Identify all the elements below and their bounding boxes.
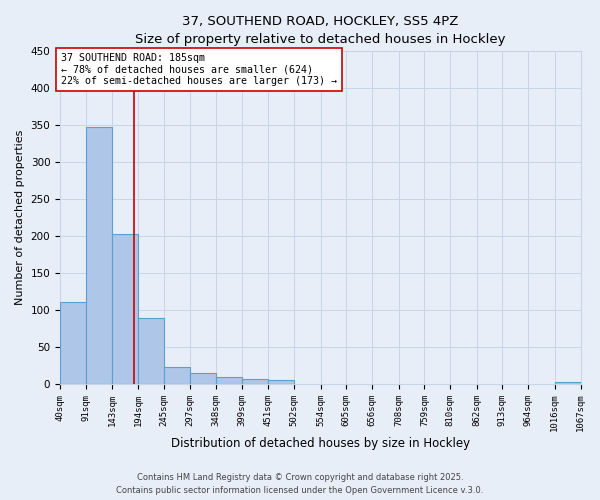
Bar	[112, 234, 138, 384]
Bar	[164, 367, 190, 384]
Y-axis label: Number of detached properties: Number of detached properties	[15, 130, 25, 306]
Bar	[138, 318, 164, 384]
Bar	[554, 382, 581, 384]
Text: Contains HM Land Registry data © Crown copyright and database right 2025.
Contai: Contains HM Land Registry data © Crown c…	[116, 474, 484, 495]
Title: 37, SOUTHEND ROAD, HOCKLEY, SS5 4PZ
Size of property relative to detached houses: 37, SOUTHEND ROAD, HOCKLEY, SS5 4PZ Size…	[135, 15, 506, 46]
Bar	[216, 378, 242, 384]
Bar	[268, 380, 294, 384]
X-axis label: Distribution of detached houses by size in Hockley: Distribution of detached houses by size …	[171, 437, 470, 450]
Text: 37 SOUTHEND ROAD: 185sqm
← 78% of detached houses are smaller (624)
22% of semi-: 37 SOUTHEND ROAD: 185sqm ← 78% of detach…	[61, 53, 337, 86]
Bar	[60, 302, 86, 384]
Bar	[86, 127, 112, 384]
Bar	[242, 379, 268, 384]
Bar	[190, 373, 216, 384]
